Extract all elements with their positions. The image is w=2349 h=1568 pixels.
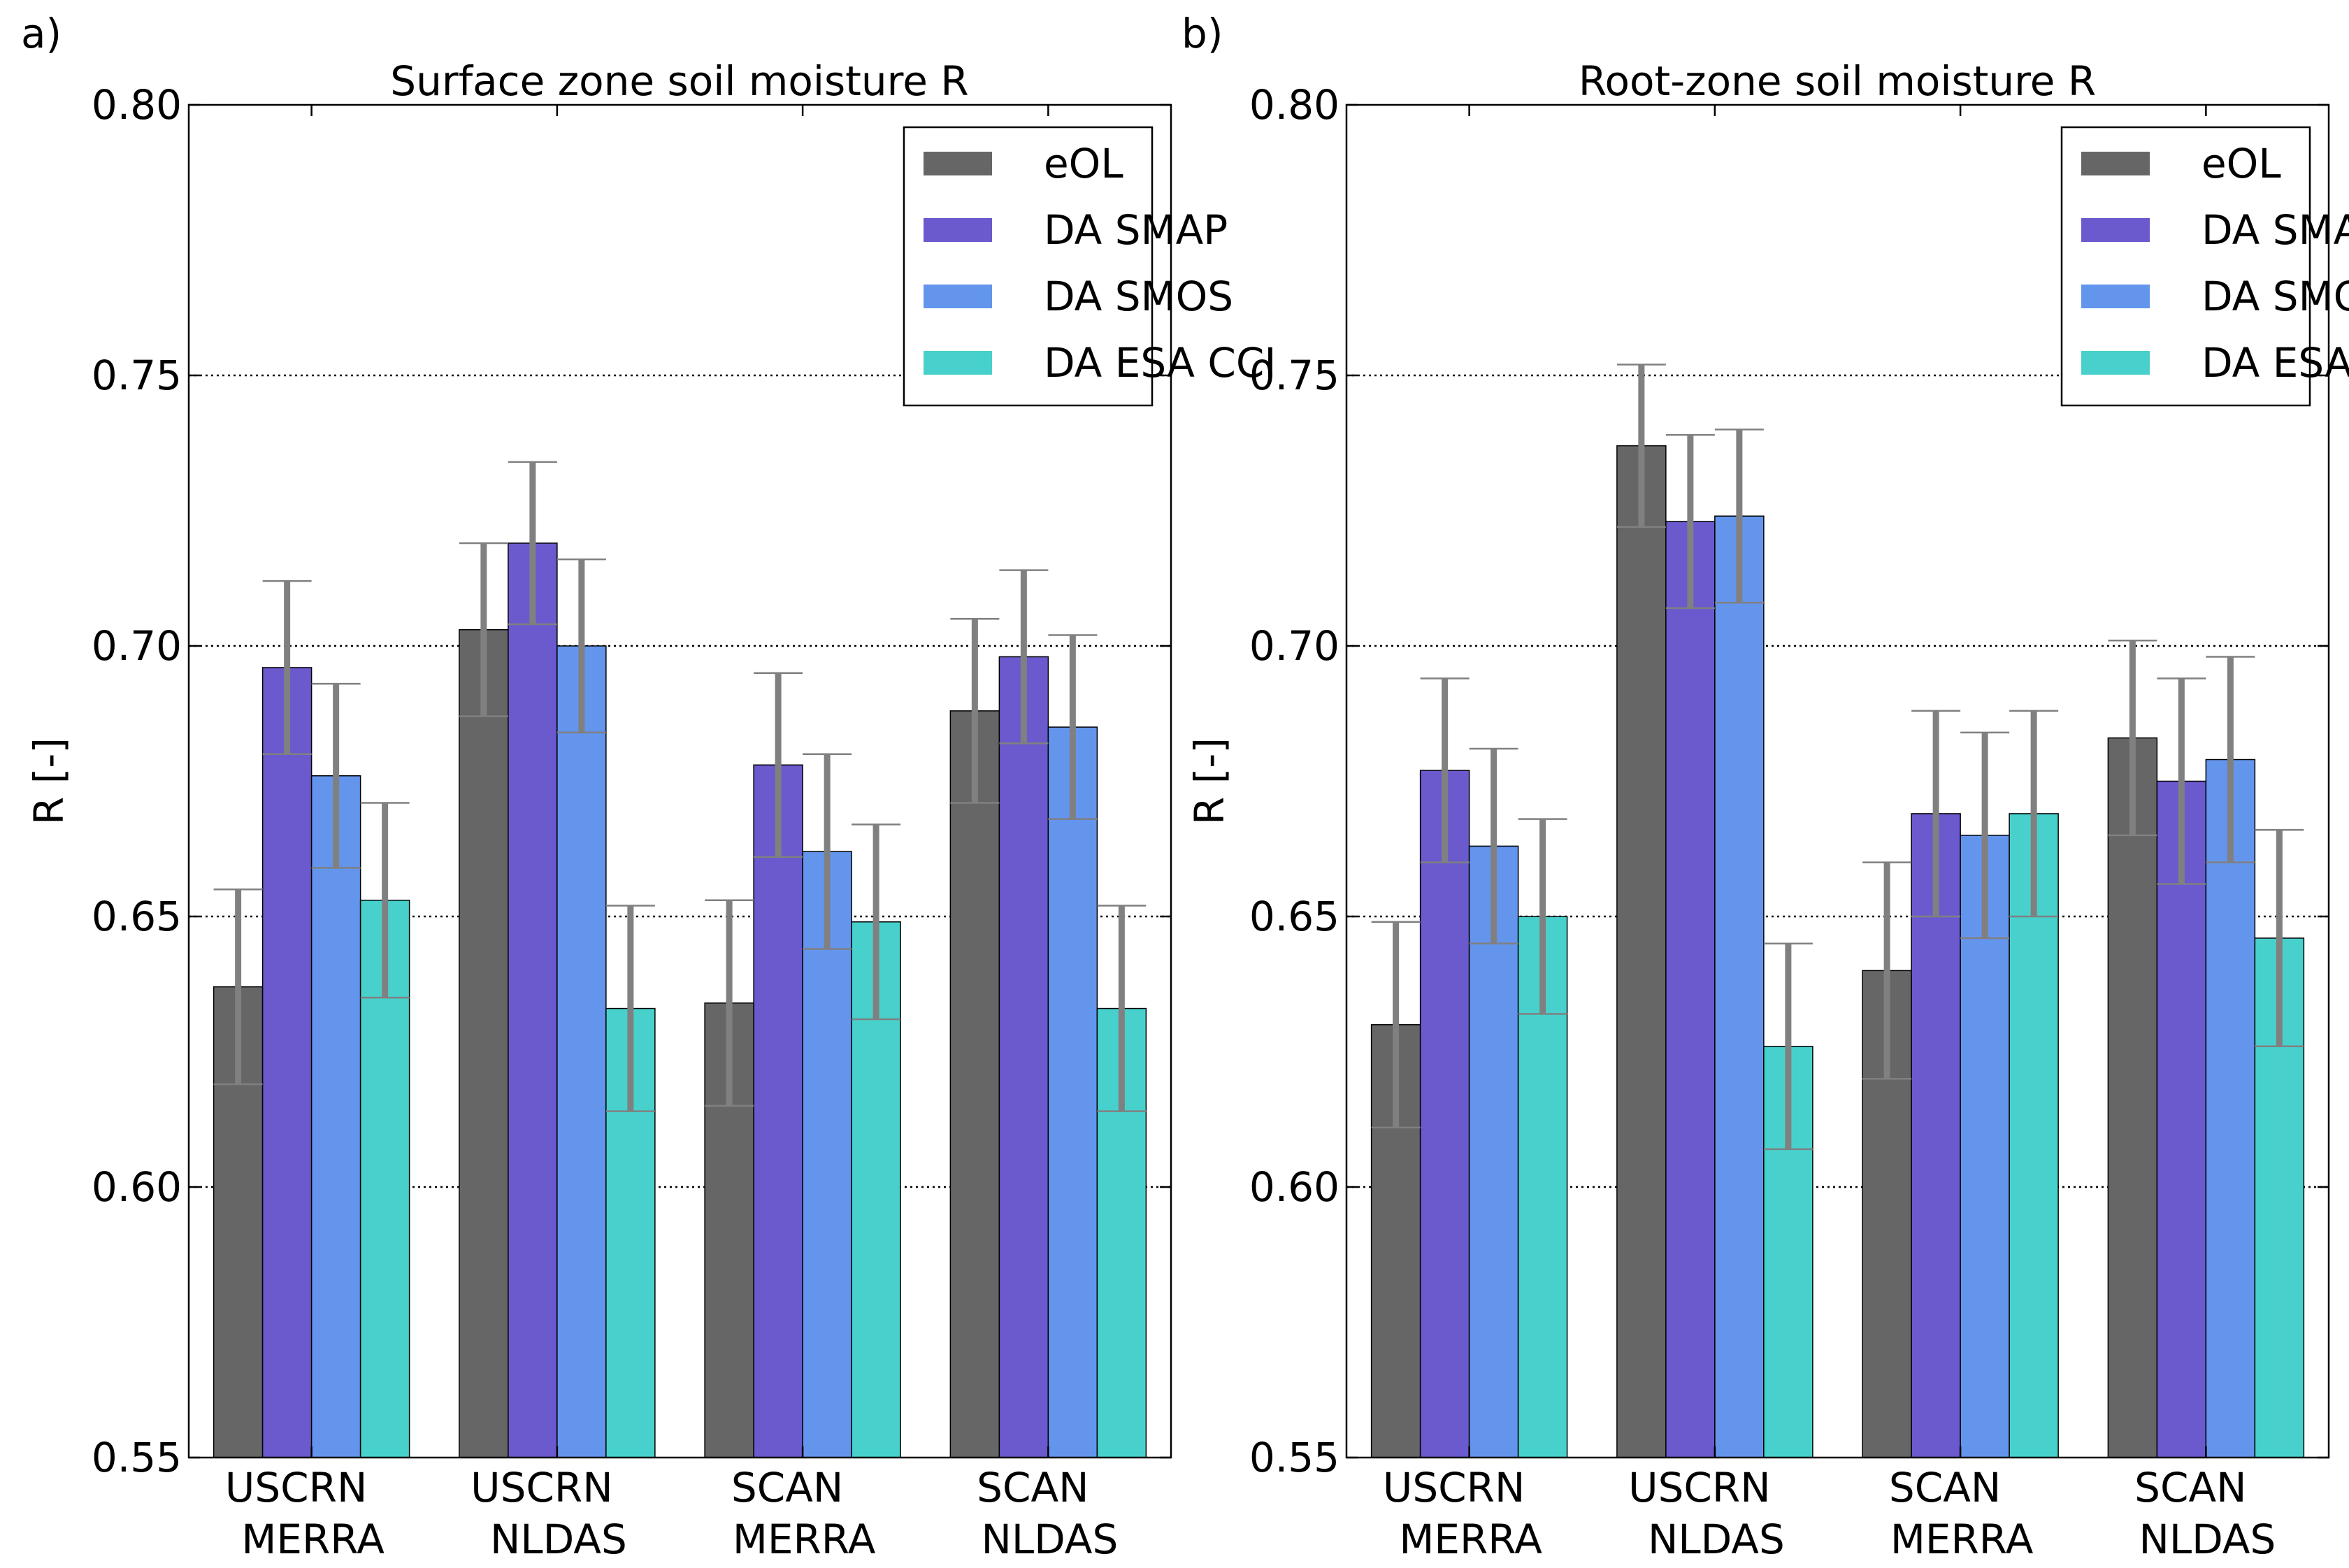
bar-da-smos	[556, 645, 607, 1458]
y-tick-label: 0.55	[1249, 1434, 1339, 1481]
x-tick-label: USCRN	[1628, 1464, 1770, 1511]
bar-eol	[459, 629, 509, 1458]
legend-label: DA SMAP	[1044, 206, 1228, 254]
x-tick-label: SCAN	[977, 1464, 1089, 1511]
legend-label: DA ESA CCI	[1044, 339, 1277, 387]
x-tick-label: NLDAS	[2139, 1516, 2276, 1563]
x-tick-label: MERRA	[1890, 1516, 2034, 1563]
legend-label: eOL	[1044, 140, 1123, 187]
bar-da-smap	[1911, 813, 1961, 1458]
x-tick-label: NLDAS	[490, 1516, 627, 1563]
y-tick-label: 0.65	[1249, 893, 1339, 940]
bar-eol	[1616, 445, 1667, 1458]
x-tick-label: NLDAS	[981, 1516, 1118, 1563]
legend-swatch-da-smap	[2081, 218, 2150, 242]
legend-swatch-eol	[2081, 152, 2150, 175]
x-tick-label: USCRN	[470, 1464, 612, 1511]
x-tick-label: MERRA	[733, 1516, 876, 1563]
chart-panel-a: a) Surface zone soil moisture R R [-] 0.55 0…	[21, 10, 1277, 1563]
y-tick-label: 0.60	[1249, 1163, 1339, 1211]
y-tick-label: 0.80	[1249, 81, 1339, 129]
legend-swatch-da-smap	[924, 218, 992, 242]
panel-label: a)	[21, 10, 62, 57]
legend-swatch-da-esa-cci	[2081, 351, 2150, 375]
x-tick-label: USCRN	[1383, 1464, 1525, 1511]
y-tick-label: 0.70	[1249, 622, 1339, 670]
y-tick-label: 0.75	[92, 352, 182, 399]
legend-label: DA SMAP	[2201, 206, 2349, 254]
x-tick-label: NLDAS	[1648, 1516, 1785, 1563]
bar-da-smos	[1960, 835, 2010, 1458]
bar-eol	[949, 710, 1000, 1458]
y-tick-label: 0.60	[92, 1163, 182, 1211]
legend-swatch-eol	[924, 152, 992, 175]
legend-label: DA SMOS	[2201, 273, 2349, 320]
bar-da-smos	[1468, 845, 1519, 1458]
x-tick-label: SCAN	[2134, 1464, 2246, 1511]
plot-frame	[1345, 103, 2330, 1459]
plot-frame	[187, 103, 1172, 1459]
panel-label: b)	[1181, 10, 1223, 57]
bar-da-smap	[1665, 521, 1716, 1458]
legend: eOL DA SMAP DA SMOS DA ESA CCI	[903, 126, 1277, 407]
legend-label: DA ESA CCI	[2201, 339, 2349, 387]
x-tick-label: MERRA	[1399, 1516, 1542, 1563]
bar-eol	[2107, 737, 2158, 1458]
x-tick-label: MERRA	[241, 1516, 385, 1563]
x-tick-label: SCAN	[1889, 1464, 2001, 1511]
bar-da-smap	[261, 667, 313, 1458]
y-tick-label: 0.75	[1249, 352, 1339, 399]
y-axis-label: R [-]	[25, 738, 73, 825]
legend-swatch-da-smos	[2081, 285, 2150, 308]
bar-da-smap	[998, 656, 1049, 1458]
bar-da-smap	[753, 764, 803, 1458]
x-tick-label: SCAN	[731, 1464, 843, 1511]
y-tick-label: 0.55	[92, 1434, 182, 1481]
bar-da-smos	[2205, 758, 2256, 1458]
bar-da-smap	[2156, 780, 2207, 1458]
bar-da-smap	[508, 542, 558, 1458]
chart-title: Root-zone soil moisture R	[1579, 57, 2096, 105]
chart-title: Surface zone soil moisture R	[390, 57, 968, 105]
bar-da-smos	[1047, 726, 1098, 1458]
bar-da-smos	[310, 775, 361, 1458]
x-tick-label: USCRN	[225, 1464, 367, 1511]
chart-panel-b: b) Root-zone soil moisture R R [-] 0.55 0.60…	[1181, 10, 2349, 1563]
y-tick-label: 0.70	[92, 622, 182, 670]
bar-da-smap	[1419, 770, 1470, 1458]
legend-label: eOL	[2201, 140, 2281, 187]
bar-da-smos	[1714, 515, 1765, 1458]
bar-da-smos	[802, 851, 852, 1458]
legend-swatch-da-smos	[924, 285, 992, 308]
y-axis-label: R [-]	[1186, 738, 1233, 825]
legend-label: DA SMOS	[1044, 273, 1233, 320]
y-tick-label: 0.65	[92, 893, 182, 940]
legend: eOL DA SMAP DA SMOS DA ESA CCI	[2060, 126, 2349, 407]
y-tick-label: 0.80	[92, 81, 182, 129]
legend-swatch-da-esa-cci	[924, 351, 992, 375]
